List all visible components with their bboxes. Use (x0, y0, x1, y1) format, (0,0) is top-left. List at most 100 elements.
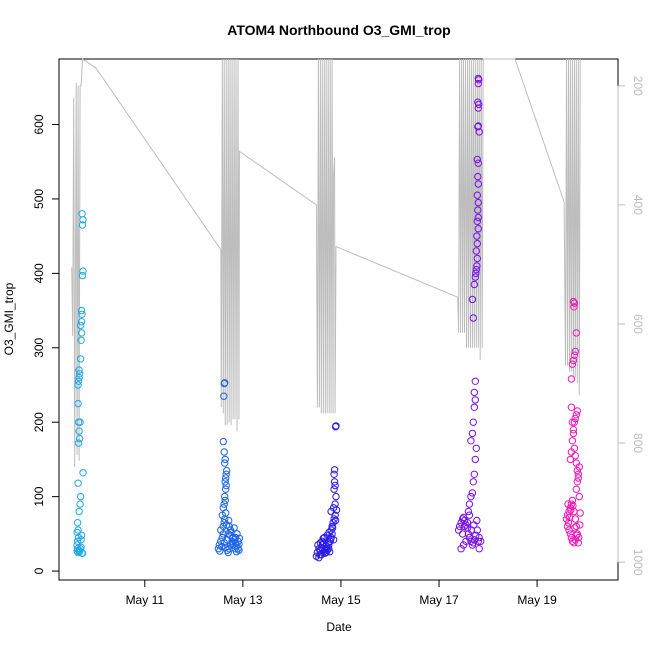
y-axis: 0 100 200 300 400 500 600 (32, 114, 60, 574)
data-point (458, 530, 467, 538)
data-point (474, 172, 482, 181)
data-point (475, 533, 483, 542)
data-point (471, 377, 479, 385)
data-point (230, 524, 238, 532)
data-point (75, 507, 83, 516)
x-tick-label: May 15 (321, 593, 361, 607)
data-point (78, 221, 87, 229)
data-point (474, 225, 482, 233)
series-3 (312, 422, 341, 562)
data-point (332, 506, 341, 514)
data-point (331, 516, 340, 525)
data-point (75, 370, 84, 378)
data-point (321, 549, 329, 557)
data-point (474, 213, 482, 222)
data-point (454, 526, 463, 534)
data-point (76, 545, 84, 553)
data-point (327, 507, 335, 516)
data-point (232, 548, 241, 556)
data-point (468, 489, 477, 497)
data-point (474, 74, 482, 83)
data-point (225, 545, 233, 553)
data-point (327, 535, 335, 543)
data-point (570, 303, 578, 311)
data-point (567, 506, 575, 514)
data-point (218, 542, 226, 551)
data-point (566, 455, 575, 464)
data-point (470, 388, 478, 397)
data-point (568, 437, 577, 445)
data-point (73, 519, 82, 527)
x-tick-label: May 19 (517, 593, 557, 607)
data-point (473, 526, 481, 534)
data-point (465, 511, 474, 519)
data-point (77, 306, 86, 315)
data-point (474, 79, 482, 88)
data-point (572, 459, 580, 467)
data-point (572, 411, 580, 419)
data-point (575, 492, 583, 501)
data-point (474, 98, 482, 106)
data-point (569, 297, 578, 306)
data-point (221, 492, 229, 501)
data-point (569, 501, 577, 510)
data-point (74, 377, 83, 385)
data-point (474, 180, 482, 188)
chart-title: ATOM4 Northbound O3_GMI_trop (227, 22, 450, 38)
data-point (328, 524, 337, 532)
data-point (459, 541, 468, 549)
data-point (573, 407, 581, 415)
data-point (563, 511, 572, 519)
data-point (571, 452, 579, 460)
data-point (74, 381, 82, 389)
data-point (568, 418, 577, 426)
data-point (78, 310, 86, 318)
data-point (332, 492, 340, 501)
y2-tick-label: 400 (631, 195, 645, 215)
data-point (79, 267, 87, 275)
data-point (219, 530, 228, 538)
data-point (74, 479, 82, 487)
data-point (471, 455, 479, 464)
data-point (319, 534, 327, 542)
data-point (330, 470, 338, 478)
data-point (574, 470, 582, 478)
data-point (78, 210, 86, 218)
data-point (75, 373, 83, 382)
data-point (570, 418, 579, 426)
plot-area (58, 58, 619, 581)
data-point (469, 314, 477, 322)
data-point (568, 360, 577, 368)
data-point (572, 485, 580, 493)
data-point (473, 254, 481, 263)
data-point (221, 455, 229, 464)
data-point (569, 429, 578, 438)
data-point (574, 474, 582, 482)
data-point (76, 418, 84, 426)
data-point (217, 526, 225, 534)
data-point (465, 500, 474, 508)
data-point (576, 521, 584, 529)
data-point (572, 329, 580, 337)
data-point (470, 280, 478, 289)
data-point (576, 509, 584, 517)
data-point (564, 500, 572, 508)
data-point (219, 522, 228, 531)
data-point (74, 399, 82, 408)
secondary-y-axis: 200 400 600 800 1000 (617, 76, 645, 576)
y-tick-label: 200 (32, 412, 46, 432)
data-point (314, 541, 322, 549)
data-point (77, 543, 85, 551)
data-point (469, 418, 477, 426)
data-point (474, 206, 482, 214)
data-point (331, 500, 339, 508)
data-point (222, 470, 230, 478)
x-tick-label: May 17 (419, 593, 459, 607)
data-point (222, 481, 230, 490)
data-point (77, 329, 86, 337)
series-2 (214, 379, 244, 557)
data-point (74, 439, 83, 447)
series-4 (454, 74, 485, 553)
data-point (471, 396, 479, 404)
data-point (573, 466, 581, 475)
